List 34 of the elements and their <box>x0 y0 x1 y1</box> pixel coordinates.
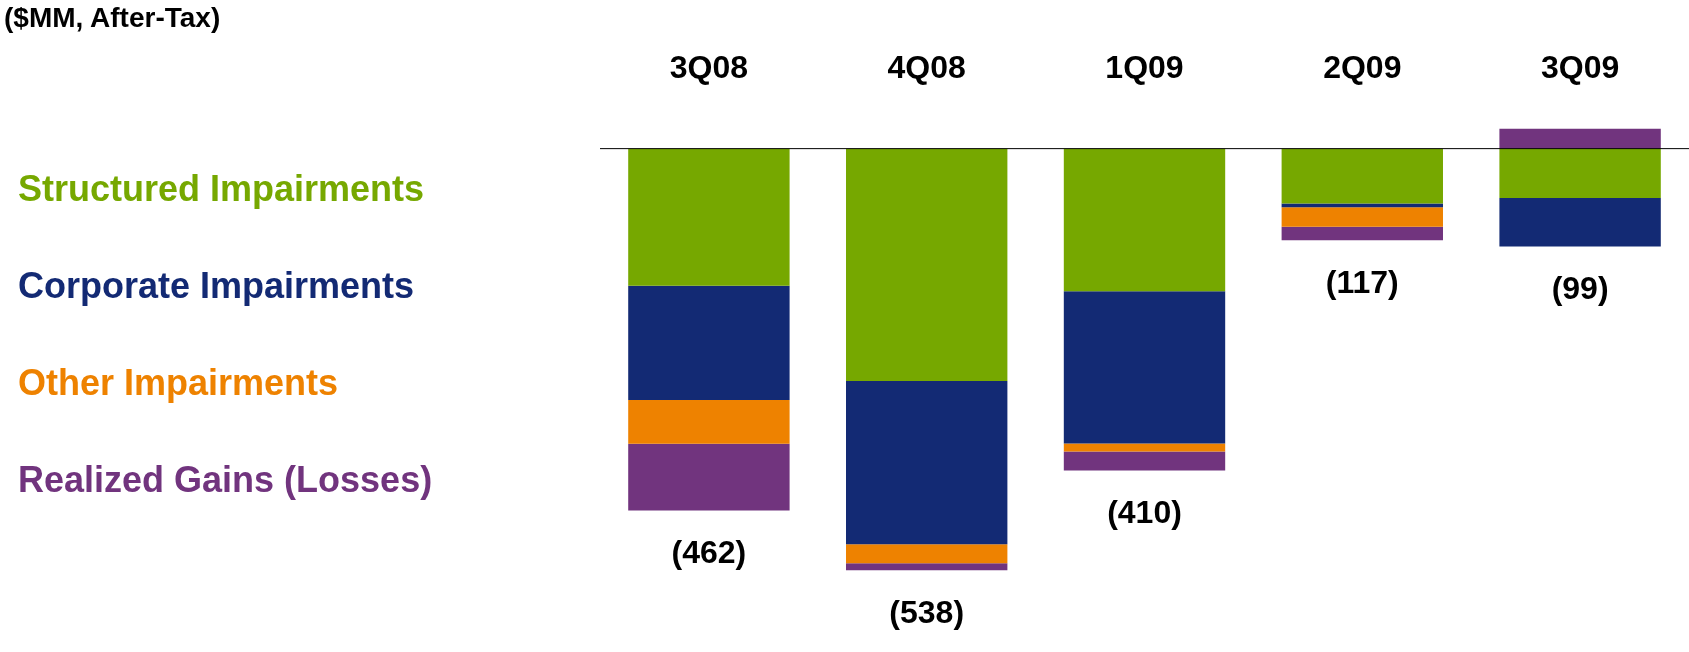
x-tick-label: 1Q09 <box>1105 49 1184 86</box>
x-tick-label: 4Q08 <box>887 49 966 86</box>
annotation: (462) <box>671 534 747 571</box>
bar <box>628 399 790 444</box>
bar <box>628 148 790 286</box>
bar <box>1281 148 1443 204</box>
bar <box>846 544 1008 564</box>
bar <box>846 563 1008 571</box>
annotation: (99) <box>1551 270 1609 307</box>
text: ($MM, After-Tax) <box>4 2 221 34</box>
x-tick-label: 2Q09 <box>1323 49 1402 86</box>
annotation: (538) <box>889 594 965 631</box>
bar <box>846 380 1008 545</box>
bar <box>628 285 790 400</box>
bar <box>1499 148 1661 198</box>
text: Structured Impairments <box>18 167 426 211</box>
x-tick-label: 3Q09 <box>1540 49 1620 86</box>
bar <box>1063 148 1226 292</box>
bar <box>1063 291 1226 444</box>
bar <box>1063 443 1226 452</box>
text: Other Impairments <box>18 361 340 405</box>
bar <box>1063 451 1226 471</box>
bar <box>628 443 790 511</box>
x-tick-label: 3Q08 <box>669 49 749 86</box>
bar <box>1499 128 1661 149</box>
annotation: (410) <box>1107 494 1182 531</box>
text: Realized Gains (Losses) <box>18 458 433 502</box>
bar <box>1499 197 1661 247</box>
bar <box>1281 203 1443 208</box>
annotation: (117) <box>1325 263 1399 300</box>
bar <box>1281 226 1443 241</box>
bar <box>1281 207 1443 227</box>
bar <box>846 148 1008 381</box>
text: Corporate Impairments <box>18 264 416 308</box>
